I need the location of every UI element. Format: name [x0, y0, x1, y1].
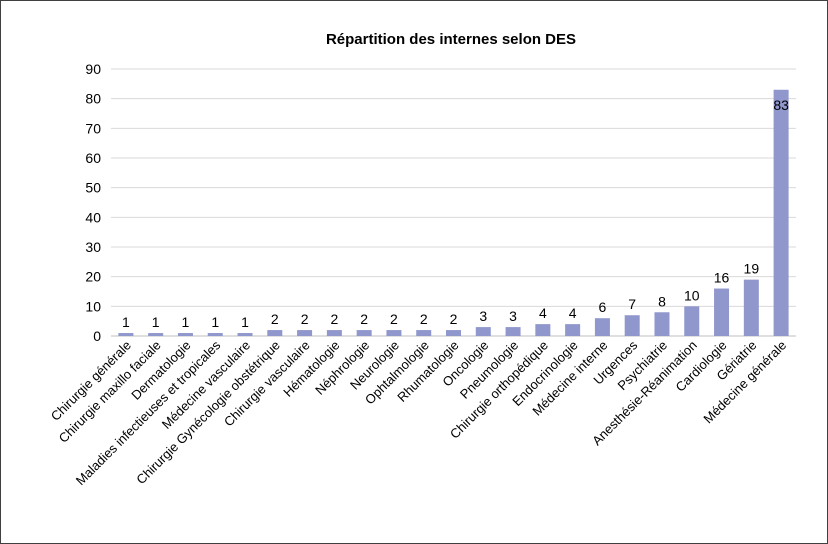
data-label: 2	[271, 311, 279, 327]
bar	[177, 333, 193, 336]
y-tick-label: 0	[93, 328, 101, 344]
data-label: 8	[658, 293, 666, 309]
bar	[654, 312, 670, 336]
y-tick-label: 50	[85, 180, 101, 196]
bar	[207, 333, 223, 336]
bar	[714, 288, 730, 336]
bar	[446, 330, 461, 336]
chart-title: Répartition des internes selon DES	[325, 31, 577, 48]
bar	[356, 330, 372, 336]
bar	[475, 327, 491, 336]
bar	[297, 330, 313, 336]
bar	[743, 279, 759, 336]
bar	[624, 315, 640, 336]
data-label: 1	[182, 314, 190, 330]
bar	[118, 333, 134, 336]
data-label: 19	[744, 261, 760, 277]
data-label: 3	[509, 308, 517, 324]
bar	[684, 306, 700, 336]
data-label: 2	[450, 311, 458, 327]
data-label: 16	[714, 270, 730, 286]
data-label: 6	[599, 299, 607, 315]
bar	[565, 324, 581, 336]
y-tick-label: 70	[85, 120, 101, 136]
data-label: 1	[122, 314, 130, 330]
y-tick-label: 10	[85, 298, 101, 314]
data-label: 2	[420, 311, 428, 327]
data-label: 83	[773, 97, 789, 113]
data-label: 4	[569, 305, 577, 321]
y-tick-label: 60	[85, 150, 101, 166]
data-label: 3	[479, 308, 487, 324]
bar	[416, 330, 432, 336]
y-tick-label: 80	[85, 91, 101, 107]
bar	[148, 333, 164, 336]
y-tick-label: 90	[85, 61, 101, 77]
bar	[386, 330, 402, 336]
bar	[773, 89, 789, 337]
bar	[326, 330, 342, 336]
bar	[237, 333, 253, 336]
data-label: 10	[684, 287, 700, 303]
bar	[535, 324, 551, 336]
data-label: 2	[301, 311, 309, 327]
bar	[267, 330, 283, 336]
data-label: 4	[539, 305, 547, 321]
data-label: 1	[211, 314, 219, 330]
data-label: 7	[628, 296, 636, 312]
data-label: 2	[390, 311, 398, 327]
data-label: 1	[241, 314, 249, 330]
data-label: 1	[152, 314, 160, 330]
y-tick-label: 30	[85, 239, 101, 255]
y-tick-label: 40	[85, 209, 101, 225]
bar	[505, 327, 521, 336]
data-label: 2	[360, 311, 368, 327]
data-label: 2	[330, 311, 338, 327]
bar	[594, 318, 610, 336]
y-tick-label: 20	[85, 269, 101, 285]
